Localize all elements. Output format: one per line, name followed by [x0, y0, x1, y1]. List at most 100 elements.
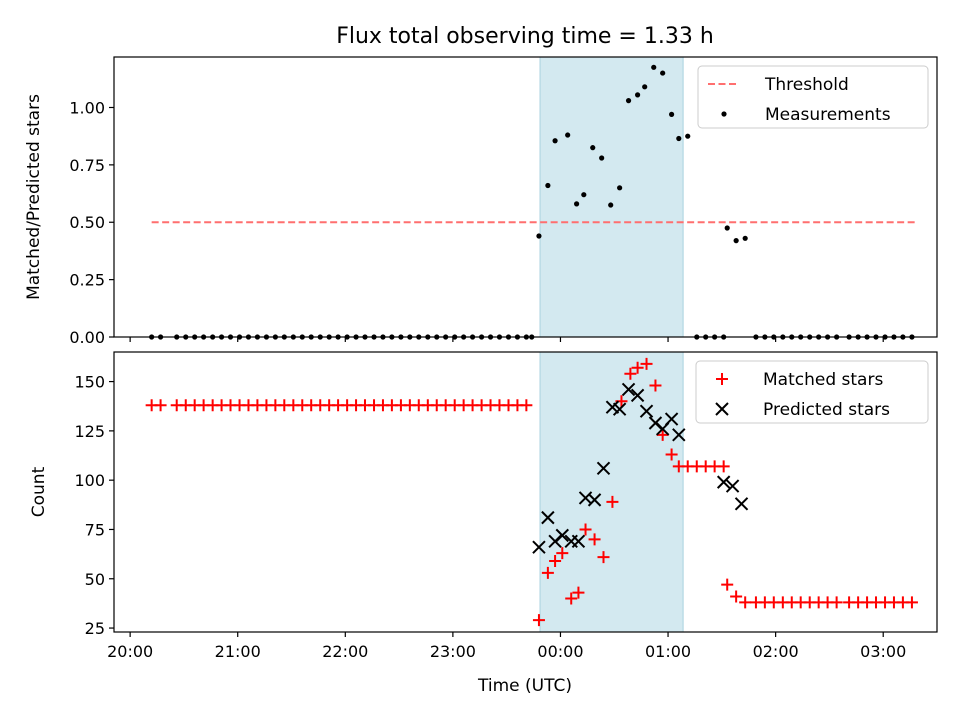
measurement-point: [625, 98, 632, 104]
series-predicted-stars: [532, 382, 749, 554]
legend-label: Matched stars: [763, 370, 883, 390]
matched-star-point: [624, 367, 637, 380]
measurement-point: [608, 202, 614, 208]
measurement-point: [642, 84, 648, 90]
predicted-star-point: [621, 382, 636, 397]
legend-label: Threshold: [764, 75, 849, 95]
y-tick-label: 125: [74, 422, 105, 441]
matched-star-point: [565, 592, 578, 605]
legend: Threshold Measurements: [697, 65, 929, 129]
measurement-point: [590, 145, 596, 151]
predicted-star-point: [612, 402, 627, 416]
predicted-star-point: [734, 497, 749, 511]
predicted-star-point: [555, 528, 570, 543]
x-tick-label: 23:00: [430, 642, 476, 661]
axes-frame: [113, 56, 938, 338]
predicted-star-point: [596, 461, 611, 476]
matched-star-point: [588, 533, 601, 546]
top-panel: 0.00 0.25 0.50 0.75 1.00 Matched/Predicted st…: [24, 56, 938, 347]
y-tick-label: 0.75: [69, 156, 105, 175]
figure-title: Flux total observing time = 1.33 h: [336, 24, 714, 49]
measurement-point: [552, 138, 558, 144]
matched-star-point: [649, 379, 662, 392]
matched-star-point: [640, 357, 653, 370]
x-tick-label: 22:00: [322, 642, 368, 661]
predicted-star-point: [541, 510, 555, 525]
measurement-point: [651, 64, 657, 70]
observing-window-shade: [539, 56, 684, 338]
observing-window-shade: [539, 351, 684, 633]
x-axis-label: Time (UTC): [477, 676, 572, 696]
predicted-star-point: [672, 428, 686, 442]
measurement-point: [635, 92, 641, 98]
legend-box: [695, 360, 929, 424]
predicted-star-point: [716, 475, 731, 489]
matched-star-point: [905, 596, 918, 609]
matched-star-point: [830, 596, 843, 609]
matched-star-point: [154, 399, 167, 412]
predicted-star-point: [639, 404, 654, 418]
matched-star-point: [631, 361, 644, 374]
x-tick-label: 21:00: [215, 642, 261, 661]
x-tick-label: 02:00: [753, 642, 799, 661]
x-tick-label: 01:00: [645, 642, 691, 661]
measurement-point: [581, 192, 587, 198]
measurement-point: [733, 238, 739, 244]
bottom-panel: 20:00 21:00 22:00 23:00 00:00 01:00 02:00 03:00…: [29, 351, 938, 661]
predicted-star-point: [571, 534, 586, 549]
measurement-point: [724, 225, 730, 231]
y-tick-label: 50: [85, 570, 105, 589]
y-axis-label: Count: [29, 466, 49, 517]
legend: Matched stars Predicted stars: [695, 360, 929, 424]
predicted-star-point: [725, 479, 740, 493]
matched-star-point: [717, 460, 730, 473]
legend-cross-swatch: [715, 402, 729, 416]
matched-star-point: [532, 614, 545, 627]
series-matched-stars: [145, 357, 918, 627]
measurement-point: [565, 132, 571, 138]
y-tick-label: 0.25: [69, 271, 105, 290]
x-tick-label: 00:00: [537, 642, 583, 661]
matched-star-point: [579, 523, 592, 536]
y-axis-label: Matched/Predicted stars: [24, 94, 44, 300]
measurement-point: [668, 111, 675, 117]
y-tick-label: 1.00: [69, 98, 105, 117]
x-tick-label: 03:00: [860, 642, 906, 661]
y-tick-label: 0.50: [69, 213, 105, 232]
matched-star-point: [597, 551, 610, 564]
measurement-point: [545, 182, 551, 189]
axes-frame: [113, 351, 938, 633]
legend-plus-swatch: [716, 373, 728, 385]
predicted-star-point: [664, 412, 679, 426]
matched-star-point: [739, 596, 752, 609]
x-tick-label: 20:00: [107, 642, 153, 661]
y-tick-label: 75: [85, 520, 105, 539]
legend-label: Measurements: [765, 105, 891, 125]
measurement-point: [742, 235, 748, 241]
measurement-point: [660, 70, 666, 76]
predicted-star-point: [630, 388, 645, 403]
y-tick-label: 25: [85, 619, 105, 638]
measurement-point: [599, 155, 605, 161]
legend-box: [697, 65, 929, 129]
legend-label: Predicted stars: [763, 400, 890, 420]
matched-star-point: [572, 586, 585, 599]
matched-star-point: [549, 555, 562, 568]
matched-star-point: [541, 566, 554, 579]
matched-star-point: [606, 495, 619, 508]
matched-star-point: [730, 590, 743, 603]
predicted-star-point: [587, 493, 602, 507]
matched-star-point: [721, 578, 734, 591]
measurement-point: [617, 185, 623, 191]
matched-star-point: [520, 399, 533, 412]
measurement-point: [676, 135, 682, 142]
predicted-star-point: [532, 540, 546, 554]
matched-star-point: [556, 547, 569, 560]
matched-star-point: [656, 428, 669, 441]
y-tick-label: 0.00: [69, 328, 105, 347]
measurement-point: [536, 233, 542, 239]
legend-dot-swatch: [721, 111, 727, 117]
y-tick-label: 100: [74, 471, 105, 490]
y-tick-label: 150: [74, 373, 105, 392]
